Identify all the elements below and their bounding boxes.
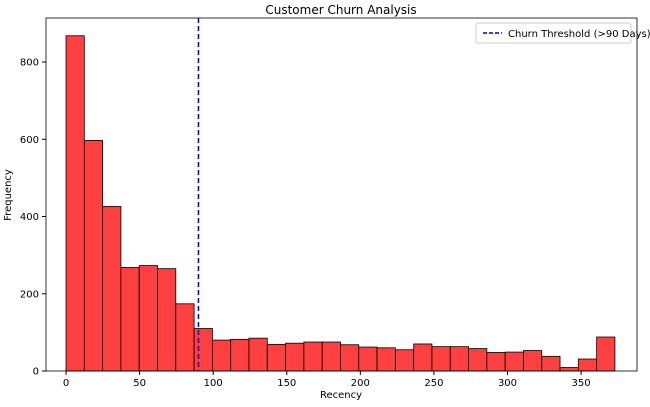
histogram-bar: [321, 341, 341, 372]
x-tick-label: 50: [133, 378, 146, 389]
histogram-bar: [431, 346, 451, 372]
x-tick-label: 300: [498, 378, 517, 389]
histogram-bar: [413, 343, 433, 372]
histogram-bar: [83, 140, 104, 372]
histogram-bar: [248, 337, 268, 372]
chart-title: Customer Churn Analysis: [265, 3, 416, 17]
histogram-bar: [577, 358, 598, 372]
y-tick-label: 400: [20, 212, 39, 223]
histogram-bar: [504, 351, 524, 372]
y-tick-label: 0: [33, 367, 39, 378]
histogram-bar: [596, 336, 616, 372]
histogram-bar: [175, 303, 195, 372]
y-tick-label: 200: [20, 289, 39, 300]
histogram-bar: [138, 265, 158, 372]
x-axis-label: Recency: [320, 390, 362, 401]
histogram-bar: [102, 206, 122, 372]
x-tick-label: 350: [572, 378, 591, 389]
y-tick-label: 600: [20, 135, 39, 146]
histogram-bar: [394, 349, 415, 372]
histogram-bar: [303, 341, 323, 372]
histogram-bar: [120, 267, 140, 372]
y-tick-label: 800: [20, 58, 39, 69]
histogram-bar: [211, 339, 232, 372]
x-tick-label: 200: [351, 378, 370, 389]
histogram-bar: [193, 328, 213, 372]
legend: Churn Threshold (>90 Days): [475, 22, 650, 44]
histogram-bar: [523, 350, 543, 372]
histogram-bar: [230, 338, 250, 372]
histogram-bar: [65, 35, 85, 372]
histogram-bar: [541, 355, 561, 372]
legend-label: Churn Threshold (>90 Days): [508, 29, 650, 40]
histogram-bar: [559, 367, 579, 372]
histogram-bar: [376, 347, 396, 372]
histogram-bar: [266, 343, 286, 372]
y-axis-label: Frequency: [3, 169, 14, 221]
histogram-bar: [468, 348, 488, 372]
x-tick-label: 0: [63, 378, 69, 389]
histogram-bar: [358, 346, 378, 372]
x-tick-label: 250: [424, 378, 443, 389]
histogram-bar: [157, 268, 177, 372]
plot-frame: [45, 17, 638, 372]
histogram-bar: [486, 352, 506, 372]
histogram-bar: [285, 342, 305, 372]
x-tick-label: 150: [277, 378, 296, 389]
histogram-bar: [340, 344, 360, 372]
legend-box: [475, 22, 632, 44]
x-tick-label: 100: [204, 378, 223, 389]
histogram-bar: [449, 346, 469, 372]
